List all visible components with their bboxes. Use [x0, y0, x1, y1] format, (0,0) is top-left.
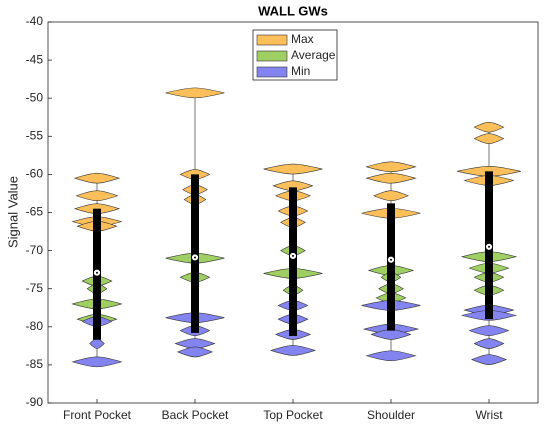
legend-label: Min — [291, 64, 310, 78]
violin-lens — [365, 172, 417, 184]
box — [387, 203, 395, 331]
legend-swatch — [256, 66, 288, 78]
violin-lens — [473, 133, 505, 144]
median-dot — [194, 256, 196, 259]
y-tick-label: -60 — [26, 167, 44, 181]
violin-lens — [75, 190, 119, 202]
violin-lens — [272, 180, 314, 192]
x-tick-label: Top Pocket — [263, 408, 323, 422]
y-tick-label: -40 — [26, 14, 44, 28]
legend-label: Average — [291, 48, 336, 62]
legend-swatch — [256, 34, 288, 46]
y-tick-label: -45 — [26, 52, 44, 66]
violin-lens — [370, 329, 412, 340]
y-tick-label: -55 — [26, 128, 44, 142]
y-tick-label: -80 — [26, 319, 44, 333]
median-dot — [488, 245, 490, 248]
violin-lens — [269, 345, 317, 356]
median-dot — [96, 271, 98, 274]
y-tick-label: -65 — [26, 205, 44, 219]
y-tick-label: -50 — [26, 90, 44, 104]
violin-lens — [373, 190, 409, 202]
x-tick-label: Front Pocket — [63, 408, 132, 422]
violin-lens — [365, 350, 417, 362]
x-tick-label: Shoulder — [367, 408, 415, 422]
y-tick-label: -90 — [26, 395, 44, 409]
violin-lens — [365, 161, 417, 173]
x-tick-label: Back Pocket — [162, 408, 229, 422]
legend-swatch — [256, 50, 288, 62]
y-axis-label: Signal Value — [5, 176, 20, 248]
y-tick-label: -85 — [26, 357, 44, 371]
violin-lens — [177, 346, 213, 358]
violin-lens — [473, 121, 505, 133]
chart-title: WALL GWs — [258, 3, 328, 18]
box — [289, 187, 297, 336]
violin-lens — [165, 87, 225, 99]
median-dot — [292, 254, 294, 257]
y-tick-label: -70 — [26, 243, 44, 257]
x-tick-label: Wrist — [475, 408, 503, 422]
violin-lens — [71, 356, 123, 368]
violin-lens — [263, 163, 323, 175]
violin-lens — [73, 172, 121, 184]
violin-lens — [473, 338, 505, 349]
median-dot — [390, 258, 392, 261]
violin-lens — [471, 354, 507, 365]
violin-lens — [468, 325, 510, 336]
legend-label: Max — [291, 32, 314, 46]
y-tick-label: -75 — [26, 281, 44, 295]
